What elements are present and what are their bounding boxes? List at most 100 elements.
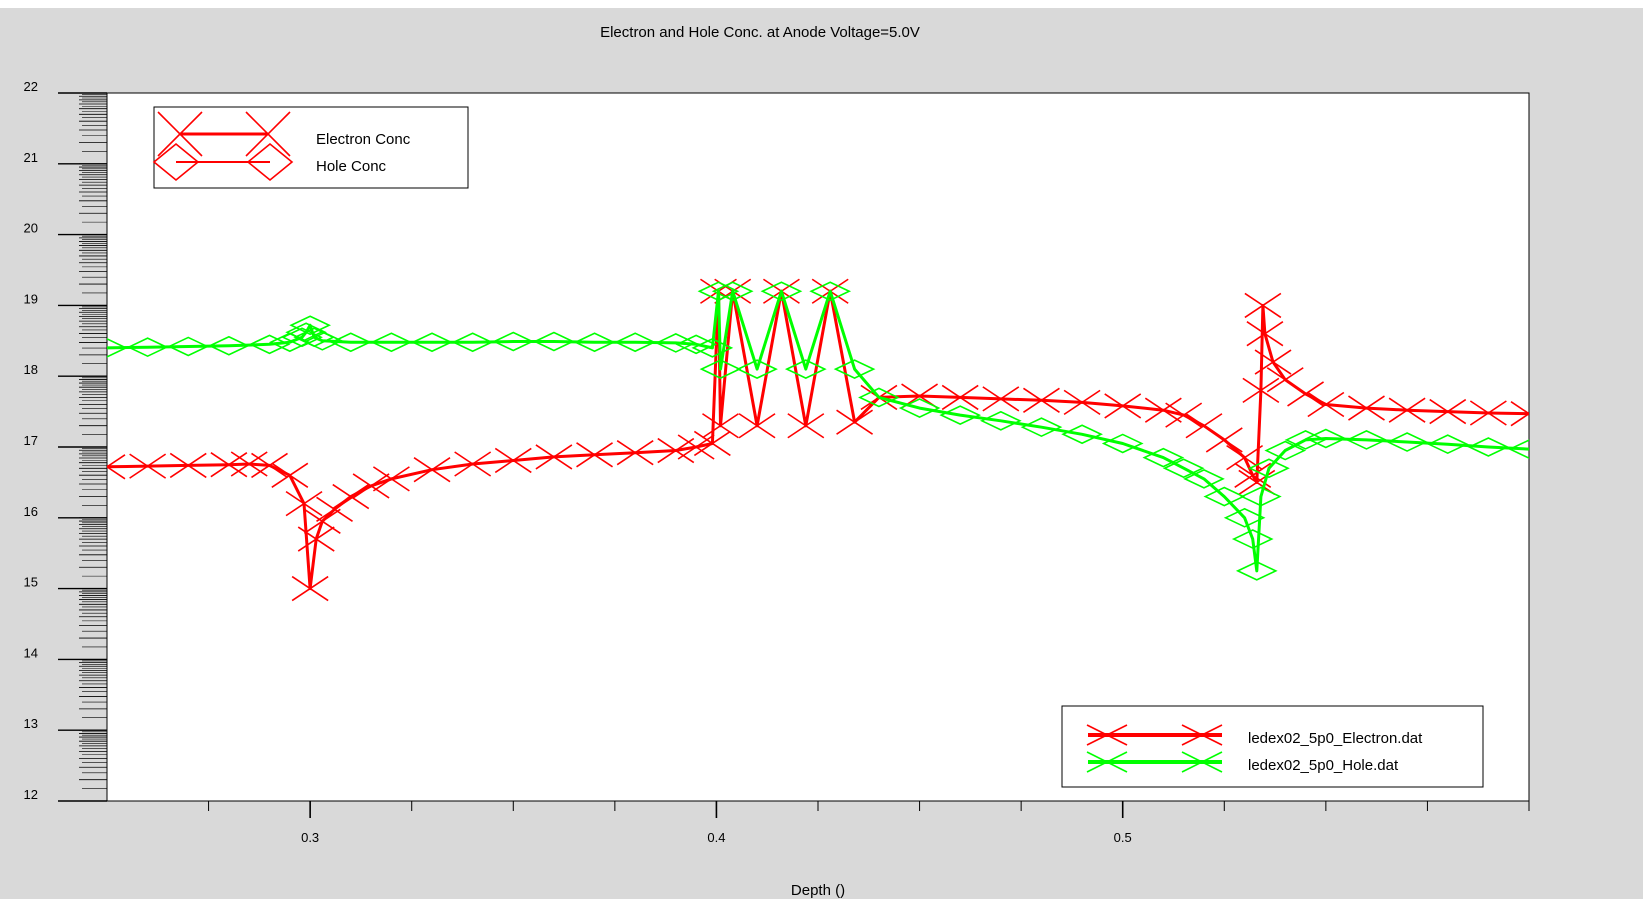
electron-point bbox=[291, 575, 329, 602]
electron-point bbox=[1287, 381, 1324, 407]
hole-point bbox=[1304, 428, 1347, 449]
y-tick-label: 20 bbox=[24, 221, 38, 236]
hole-point bbox=[809, 281, 852, 302]
electron-point bbox=[494, 447, 532, 474]
hole-point bbox=[451, 332, 494, 353]
electron-point bbox=[1063, 389, 1101, 416]
x-tick-label: 0.5 bbox=[1114, 830, 1132, 845]
electron-point bbox=[210, 452, 248, 478]
legend-main: Electron Conc Hole Conc bbox=[152, 106, 469, 189]
y-tick-label: 22 bbox=[24, 79, 38, 94]
x-axis: 0.3 0.4 0.5 bbox=[107, 800, 1530, 845]
electron-point bbox=[169, 452, 207, 479]
hole-point bbox=[614, 332, 657, 353]
legend-x-marker bbox=[245, 111, 291, 157]
hole-point bbox=[784, 359, 827, 380]
hole-point bbox=[126, 337, 169, 358]
hole-point bbox=[411, 332, 453, 353]
hole-point bbox=[167, 336, 210, 357]
legend-hole-file-symbol bbox=[1086, 751, 1223, 773]
legend-electron-file-symbol bbox=[1086, 724, 1223, 746]
electron-point bbox=[230, 451, 268, 477]
electron-point bbox=[129, 453, 167, 479]
series-layer bbox=[107, 278, 1529, 602]
hole-point bbox=[898, 398, 941, 418]
electron-point bbox=[982, 386, 1020, 412]
hole-point bbox=[281, 327, 323, 348]
electron-point bbox=[413, 456, 451, 483]
electron-line bbox=[107, 289, 1529, 591]
hole-point bbox=[289, 315, 332, 336]
hole-point bbox=[858, 387, 900, 408]
electron-point bbox=[303, 508, 341, 535]
electron-point bbox=[1104, 393, 1142, 419]
hole-point bbox=[1183, 468, 1225, 489]
chart-title: Electron and Hole Conc. at Anode Voltage… bbox=[600, 24, 920, 41]
hole-point bbox=[1508, 439, 1529, 460]
electron-point bbox=[941, 384, 979, 411]
hole-point bbox=[208, 335, 250, 356]
legend-hole-file-label: ledex02_5p0_Hole.dat bbox=[1248, 757, 1399, 774]
y-tick-label: 16 bbox=[24, 504, 38, 519]
legend-electron-file-label: ledex02_5p0_Electron.dat bbox=[1248, 730, 1423, 747]
y-tick-label: 13 bbox=[24, 716, 38, 731]
window-top-strip bbox=[0, 0, 1643, 8]
hole-point bbox=[1248, 458, 1290, 479]
electron-point bbox=[332, 483, 370, 510]
legend-diamond-marker bbox=[246, 142, 294, 182]
electron-point bbox=[1388, 397, 1426, 423]
legend-files: ledex02_5p0_Electron.dat ledex02_5p0_Hol… bbox=[1061, 705, 1484, 788]
x-tick-label: 0.4 bbox=[707, 830, 725, 845]
electron-point bbox=[107, 454, 126, 480]
y-tick-label: 17 bbox=[24, 433, 38, 448]
electron-point bbox=[372, 466, 410, 492]
electron-point bbox=[1510, 401, 1529, 427]
electron-point bbox=[285, 490, 323, 517]
hole-series bbox=[107, 281, 1529, 581]
y-tick-label: 19 bbox=[24, 291, 38, 306]
legend-files-box bbox=[1061, 705, 1484, 788]
hole-point bbox=[1345, 430, 1388, 450]
hole-point bbox=[760, 281, 803, 302]
hole-point bbox=[1231, 529, 1274, 549]
hole-point bbox=[711, 281, 754, 302]
electron-point bbox=[1246, 321, 1284, 347]
hole-point bbox=[1142, 447, 1185, 468]
hole-point bbox=[1264, 440, 1307, 461]
hole-point bbox=[1223, 507, 1266, 528]
electron-point bbox=[1023, 387, 1060, 413]
electron-point bbox=[1348, 395, 1385, 421]
y-axis: 12 13 14 15 16 17 18 19 20 21 22 bbox=[24, 79, 108, 802]
hole-point bbox=[1467, 437, 1510, 457]
hole-point bbox=[675, 334, 717, 355]
hole-point bbox=[492, 331, 535, 352]
hole-point bbox=[370, 332, 413, 353]
hole-point bbox=[939, 405, 982, 426]
hole-point bbox=[1061, 424, 1103, 445]
x-axis-label: Depth () bbox=[791, 882, 845, 899]
hole-point bbox=[1020, 417, 1063, 438]
y-tick-label: 14 bbox=[24, 645, 38, 660]
electron-point bbox=[576, 442, 613, 468]
hole-point bbox=[691, 337, 734, 358]
hole-point bbox=[833, 359, 876, 380]
electron-point bbox=[316, 496, 353, 522]
hole-point bbox=[1386, 432, 1428, 452]
electron-point bbox=[693, 430, 731, 457]
hole-point bbox=[1162, 458, 1205, 479]
electron-point bbox=[297, 526, 335, 552]
electron-point bbox=[836, 409, 874, 435]
legend-electron-symbol bbox=[157, 111, 291, 157]
electron-point bbox=[657, 437, 695, 464]
legend-x-marker bbox=[1181, 724, 1223, 746]
legend-main-box bbox=[153, 106, 469, 189]
electron-point bbox=[1242, 377, 1280, 404]
y-tick-label: 21 bbox=[24, 150, 38, 165]
electron-point bbox=[1469, 400, 1507, 426]
hole-point bbox=[979, 410, 1022, 431]
electron-point bbox=[1307, 391, 1345, 418]
hole-point bbox=[1284, 430, 1327, 450]
legend-x-marker bbox=[157, 111, 203, 157]
